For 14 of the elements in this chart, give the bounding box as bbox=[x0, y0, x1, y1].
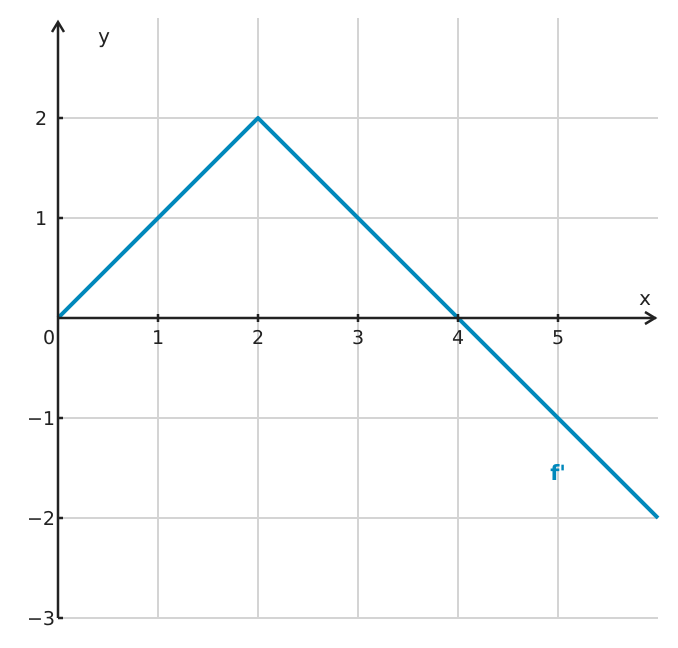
x-axis-title: x bbox=[639, 286, 652, 310]
y-tick-label: −3 bbox=[26, 608, 56, 630]
y-tick-label: 1 bbox=[34, 208, 48, 230]
x-tick-label: 2 bbox=[252, 327, 264, 349]
y-tick-label: 2 bbox=[34, 108, 48, 130]
x-tick-label: 3 bbox=[352, 327, 364, 349]
x-tick-label: 4 bbox=[452, 327, 464, 349]
series-label: f' bbox=[550, 461, 566, 485]
x-tick-label: 1 bbox=[152, 327, 164, 349]
x-tick-label: 5 bbox=[552, 327, 564, 349]
y-tick-label: −2 bbox=[26, 508, 56, 530]
y-axis-title: y bbox=[98, 24, 110, 48]
x-tick-label: 0 bbox=[42, 327, 56, 349]
y-tick-label: −1 bbox=[26, 408, 56, 430]
